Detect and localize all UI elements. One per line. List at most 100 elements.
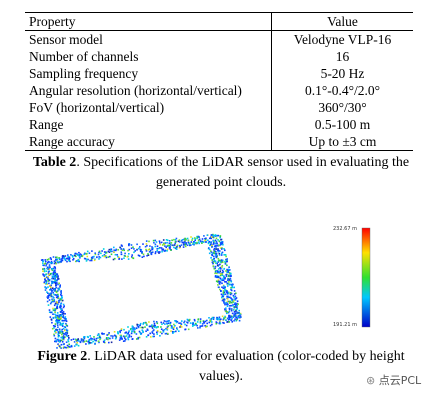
point — [120, 338, 122, 340]
point — [200, 241, 203, 243]
point — [221, 286, 223, 288]
point — [218, 240, 221, 242]
point — [80, 339, 83, 342]
point — [66, 344, 69, 347]
point — [206, 319, 208, 322]
point — [163, 320, 166, 322]
point — [215, 253, 218, 255]
point — [61, 332, 64, 335]
point — [45, 286, 47, 289]
point — [159, 247, 161, 249]
point — [120, 251, 123, 253]
point — [55, 256, 58, 259]
point — [182, 243, 185, 245]
point — [55, 301, 58, 303]
point — [134, 328, 136, 331]
point — [180, 323, 183, 325]
point — [121, 249, 124, 251]
point — [180, 324, 182, 327]
point — [60, 290, 62, 292]
point — [56, 324, 59, 326]
point — [203, 235, 205, 237]
point — [194, 319, 196, 322]
point — [47, 280, 50, 282]
point — [186, 322, 189, 324]
point — [221, 271, 224, 274]
point — [148, 240, 150, 243]
point — [67, 345, 70, 348]
point — [168, 242, 171, 244]
point — [230, 284, 233, 286]
point — [130, 335, 133, 338]
point — [85, 340, 88, 342]
point — [50, 292, 53, 294]
point — [167, 322, 170, 325]
point — [219, 274, 222, 277]
point — [127, 249, 129, 252]
point — [214, 276, 217, 278]
point — [177, 240, 180, 243]
point — [110, 250, 112, 253]
point — [51, 321, 53, 324]
point — [222, 294, 225, 296]
point — [48, 299, 51, 301]
point — [75, 339, 77, 341]
point — [224, 286, 226, 289]
point — [179, 326, 181, 328]
point — [94, 339, 96, 342]
point — [218, 317, 220, 320]
point — [219, 267, 221, 269]
point — [216, 242, 218, 245]
point — [63, 346, 65, 349]
point — [217, 239, 219, 241]
point — [95, 337, 98, 340]
point — [155, 321, 158, 323]
point — [200, 325, 203, 327]
point — [72, 259, 74, 261]
point — [226, 258, 228, 260]
point — [190, 244, 192, 246]
point — [151, 248, 154, 251]
point — [228, 310, 231, 313]
table-cell: 0.1°-0.4°/2.0° — [304, 83, 381, 98]
point — [136, 323, 138, 326]
point — [56, 297, 59, 299]
point — [57, 275, 59, 277]
point — [64, 319, 66, 322]
point — [180, 326, 183, 328]
point — [226, 295, 228, 298]
point — [57, 303, 59, 305]
point — [219, 259, 221, 262]
point — [67, 258, 69, 260]
point — [159, 251, 161, 253]
point — [187, 328, 190, 331]
point — [69, 260, 71, 263]
point — [210, 241, 213, 243]
point — [45, 283, 47, 285]
point — [121, 338, 123, 340]
table-cell: Sensor model — [25, 30, 272, 48]
point — [77, 340, 80, 342]
point — [154, 239, 157, 242]
point — [110, 341, 113, 344]
point — [194, 322, 197, 325]
point — [119, 335, 122, 338]
point — [148, 251, 151, 253]
point — [160, 321, 162, 324]
point — [222, 271, 225, 273]
point — [209, 319, 211, 321]
point — [61, 328, 63, 331]
point — [220, 252, 223, 255]
point — [199, 325, 202, 327]
point — [68, 343, 70, 346]
point — [218, 321, 221, 324]
point — [234, 313, 236, 316]
point — [214, 239, 217, 242]
point — [97, 253, 100, 256]
point — [208, 317, 210, 319]
point — [164, 245, 166, 247]
point — [72, 338, 75, 340]
point — [217, 234, 220, 237]
point — [60, 324, 62, 326]
point — [220, 266, 223, 268]
